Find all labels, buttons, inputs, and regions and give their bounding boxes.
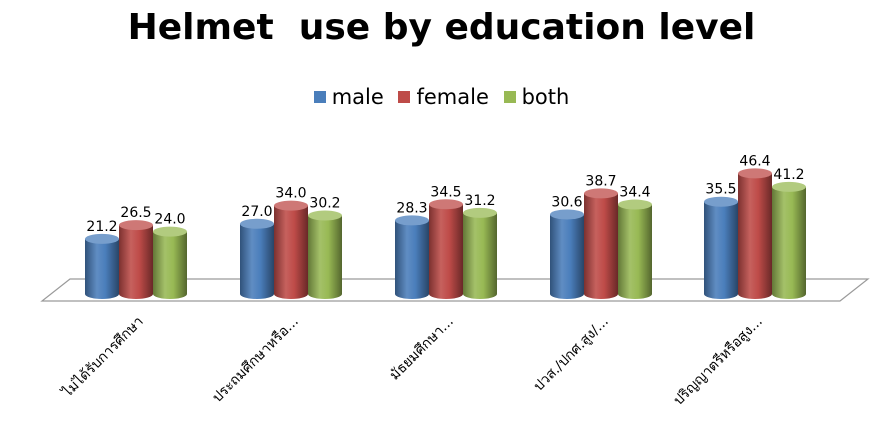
value-label-male-1: 27.0 [241,204,272,220]
bar-top-both-0 [153,226,187,237]
bar-female-3 [584,193,618,299]
bar-top-female-2 [429,199,463,210]
bar-female-1 [274,205,308,299]
value-label-both-3: 34.4 [619,185,650,201]
bar-male-2 [395,220,429,299]
category-label-0: ไม่ได้รับการศึกษา [58,313,146,401]
legend-item-both: both [503,85,570,109]
legend-swatch-female [398,91,411,103]
bar-male-1 [240,223,274,299]
value-label-male-0: 21.2 [86,219,117,235]
category-labels-group: ไม่ได้รับการศึกษา ประถมศึกษาหรือ... มัธยมศ… [58,313,765,409]
value-label-male-3: 30.6 [551,194,582,210]
category-label-2: มัธยมศึกษา... [387,314,457,384]
bar-top-male-4 [704,196,738,207]
chart-legend: male female both [0,84,883,109]
bar-both-4 [772,186,806,299]
bar-top-female-3 [584,188,618,199]
value-label-female-1: 34.0 [275,186,306,202]
value-label-male-2: 28.3 [396,200,427,216]
bar-top-female-0 [119,220,153,231]
bar-both-2 [463,212,497,299]
bar-both-0 [153,231,187,299]
legend-swatch-both [503,91,516,103]
value-label-female-3: 38.7 [585,173,616,189]
legend-swatch-male [313,91,326,103]
bar-male-3 [550,214,584,299]
value-label-male-4: 35.5 [705,182,736,198]
bar-female-0 [119,225,153,299]
bar-top-both-3 [618,199,652,210]
value-label-female-0: 26.5 [120,205,151,221]
category-label-4: ปริญญาตรีหรือสูง... [671,314,766,409]
chart-title: Helmet use by education level [127,7,756,48]
value-label-both-2: 31.2 [464,193,495,209]
bar-female-2 [429,204,463,299]
bar-top-male-1 [240,218,274,229]
bar-both-1 [308,215,342,299]
bar-male-0 [85,238,119,299]
bar-top-male-0 [85,233,119,244]
bar-top-female-1 [274,200,308,211]
bars-group [85,168,806,299]
bar-top-male-2 [395,215,429,226]
bar-top-female-4 [738,168,772,179]
value-label-female-2: 34.5 [430,184,461,200]
bar-top-both-4 [772,181,806,192]
bar-top-male-3 [550,209,584,220]
category-label-3: ปวส./ปกศ.สูง/... [531,314,612,395]
legend-label-both: both [521,85,570,109]
legend-label-female: female [416,85,489,109]
legend-label-male: male [331,85,384,109]
bar-top-both-1 [308,210,342,221]
value-label-both-1: 30.2 [309,195,340,211]
category-label-1: ประถมศึกษาหรือ... [209,314,301,406]
value-label-female-4: 46.4 [739,153,770,169]
legend-item-male: male [313,85,384,109]
legend-item-female: female [398,85,489,109]
bar-both-3 [618,204,652,299]
value-label-both-0: 24.0 [154,212,185,228]
bar-female-4 [738,173,772,299]
bar-top-both-2 [463,207,497,218]
value-labels-group: 21.226.5 24.0 27.034.030.2 28.334.531.2 30.6… [86,153,804,235]
bar-male-4 [704,201,738,299]
value-label-both-4: 41.2 [773,167,804,183]
